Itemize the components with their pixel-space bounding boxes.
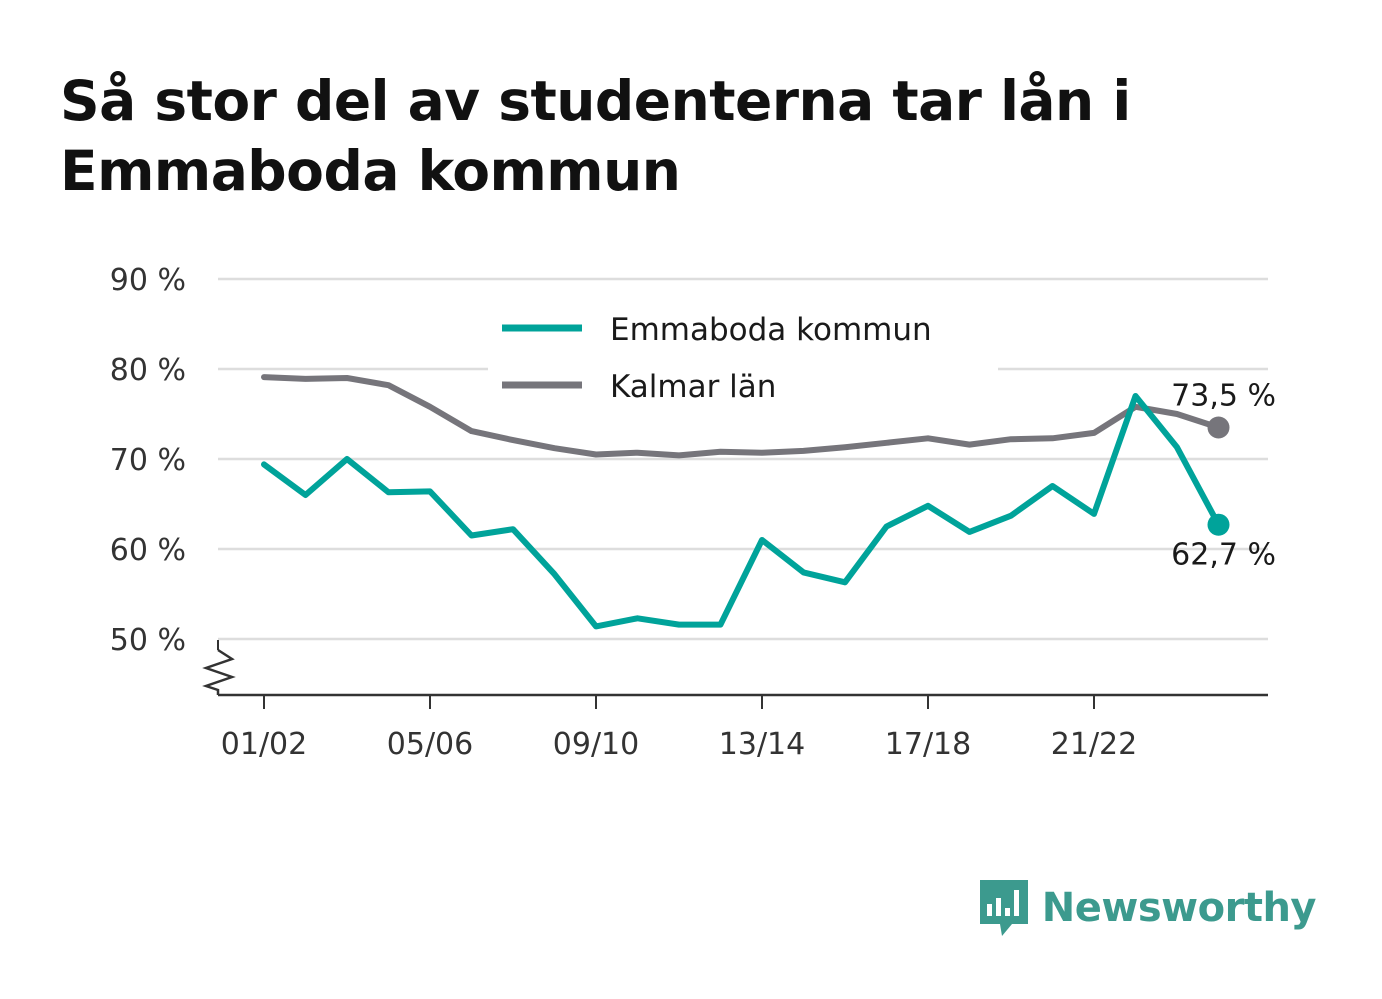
gridlines <box>218 277 1268 641</box>
y-axis-ticks: 50 % 60 % 70 % 80 % 90 % <box>110 263 186 658</box>
y-tick-label: 80 % <box>110 353 186 388</box>
series-line <box>261 393 1222 630</box>
x-tick-label: 01/02 <box>221 727 307 762</box>
legend-background <box>488 304 998 416</box>
y-tick-label: 90 % <box>110 263 186 298</box>
axes <box>202 640 1268 697</box>
y-tick-label: 50 % <box>110 623 186 658</box>
end-value-label: 62,7 % <box>1171 538 1276 573</box>
legend: Emmaboda kommun Kalmar län <box>488 304 998 416</box>
series-lines <box>261 374 1222 630</box>
end-labels: 62,7 % 73,5 % <box>1171 379 1276 573</box>
x-axis-ticks: 01/02 05/06 09/10 13/14 17/18 21/22 <box>221 695 1137 762</box>
end-point <box>1207 416 1230 439</box>
x-tick-label: 09/10 <box>553 727 639 762</box>
end-point <box>1207 513 1230 536</box>
x-tick-label: 17/18 <box>885 727 971 762</box>
y-tick-label: 60 % <box>110 533 186 568</box>
x-tick-label: 21/22 <box>1051 727 1137 762</box>
brand-name: Newsworthy <box>1041 885 1317 931</box>
x-tick-label: 05/06 <box>387 727 473 762</box>
legend-label: Kalmar län <box>610 369 776 405</box>
series-line <box>261 374 1222 459</box>
x-tick-label: 13/14 <box>719 727 805 762</box>
end-value-label: 73,5 % <box>1171 379 1276 414</box>
y-tick-label: 70 % <box>110 443 186 478</box>
legend-label: Emmaboda kommun <box>610 312 932 348</box>
brand-logo: Newsworthy <box>978 878 1317 938</box>
bar-chart-speech-bubble-icon <box>979 880 1028 936</box>
chart-title: Så stor del av studenterna tar lån i Emm… <box>60 69 1131 203</box>
y-axis-break-icon <box>202 648 236 695</box>
